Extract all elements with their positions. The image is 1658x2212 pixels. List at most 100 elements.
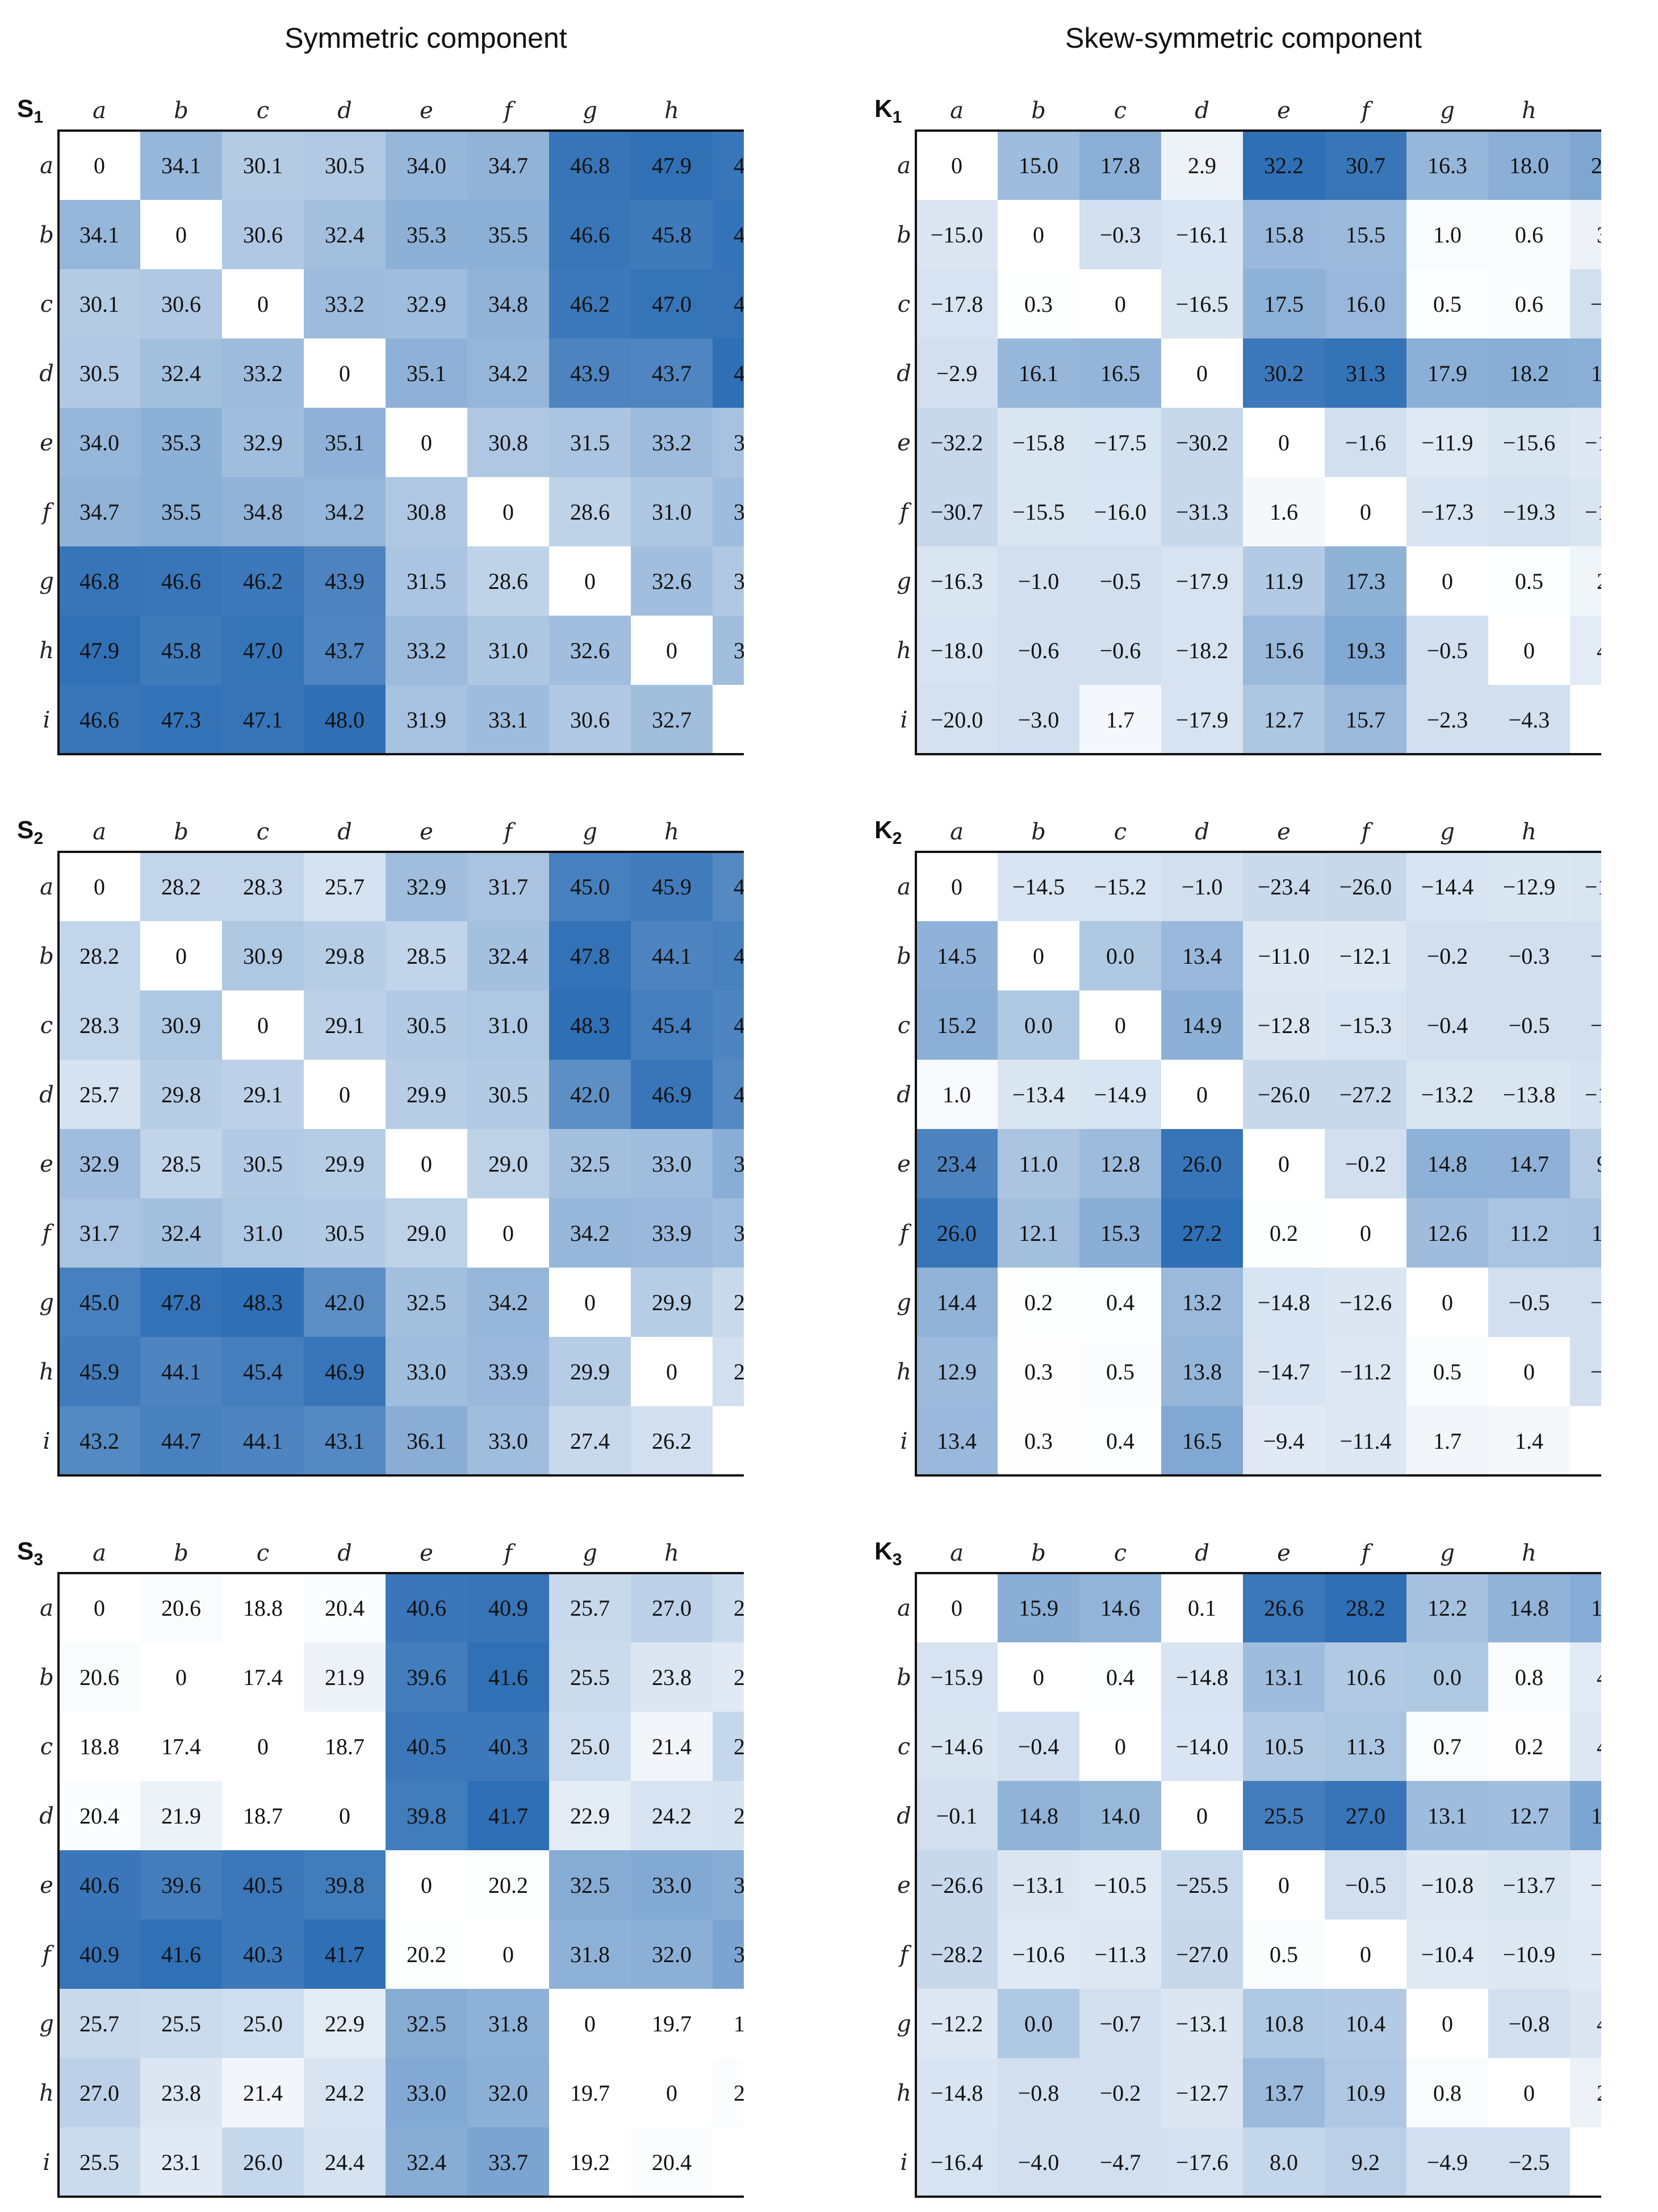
cell-value: 25.0 (570, 1734, 610, 1759)
cell-value: 31.7 (488, 874, 528, 900)
cell-value: 23.1 (161, 2150, 201, 2175)
cell-value: 35.5 (488, 222, 528, 248)
cell-value: 15.7 (1346, 707, 1385, 733)
heatmap-cell (1079, 2127, 1162, 2197)
cell-value: 18.2 (1509, 361, 1549, 386)
heatmap-cell (467, 1337, 550, 1407)
cell-value: 0.7 (1433, 1734, 1462, 1759)
heatmap-cell (222, 1712, 304, 1782)
cell-value: 28.2 (79, 943, 119, 969)
cell-value: −4.3 (1509, 707, 1550, 733)
cell-value: 48.3 (570, 1013, 610, 1038)
heatmap-cell (1488, 1989, 1571, 2059)
cell-value: 23.4 (937, 1151, 977, 1177)
heatmap-cell (1079, 1129, 1162, 1199)
heatmap-cell (713, 685, 744, 755)
cell-value: 0 (666, 1359, 677, 1385)
heatmap-cell (304, 1268, 386, 1337)
cell-value: −20.0 (931, 707, 983, 733)
heatmap-cell (1325, 1268, 1407, 1337)
cell-value: 0.3 (1024, 1359, 1053, 1385)
heatmap-cell (304, 338, 386, 408)
column-label: a (93, 819, 106, 845)
heatmap-svg: S3abcdefghiabcdefghi020.618.820.440.640.… (17, 1537, 744, 2198)
heatmap-cell (1161, 1406, 1244, 1476)
heatmap-cell (1079, 852, 1162, 922)
column-label: b (1031, 1540, 1046, 1566)
matrix-label: S2 (17, 816, 43, 848)
heatmap-cell (467, 990, 550, 1060)
heatmap-cell (631, 2058, 713, 2128)
cell-value: 16.5 (1182, 1428, 1222, 1454)
cell-value: 48.0 (325, 707, 365, 733)
cell-value: 25.7 (79, 1082, 119, 1107)
heatmap-cell (467, 1989, 550, 2059)
cell-value: 0.4 (1106, 1290, 1134, 1315)
cell-value: 30.5 (243, 1151, 283, 1177)
column-label: c (1114, 1540, 1127, 1566)
heatmap-cell (1079, 990, 1162, 1060)
heatmap-cell (222, 200, 304, 270)
heatmap-cell (1079, 546, 1162, 616)
heatmap-cell (1325, 200, 1407, 270)
cell-value: 46.6 (161, 568, 201, 594)
heatmap-cell (631, 408, 713, 478)
cell-value: −17.9 (1176, 707, 1229, 733)
heatmap-cell (1406, 990, 1489, 1060)
cell-value: 0 (1360, 1220, 1371, 1246)
cell-value: 0 (94, 153, 105, 178)
cell-value: 45.9 (79, 1359, 119, 1385)
cell-value: −17.8 (931, 291, 983, 317)
heatmap-cell (1488, 990, 1571, 1060)
heatmap-cell (467, 2127, 550, 2197)
row-label: f (41, 499, 55, 525)
cell-value: 21.9 (325, 1665, 365, 1690)
cell-value: 17.3 (1346, 568, 1385, 594)
heatmap-cell (1243, 852, 1325, 922)
heatmap-cell (1570, 1920, 1601, 1989)
heatmap-cell (549, 1573, 631, 1643)
cell-value: 31.3 (1346, 361, 1385, 386)
heatmap-cell (1488, 2058, 1571, 2128)
cell-value: 29.1 (325, 1013, 365, 1038)
cell-value: 12.6 (1427, 1220, 1467, 1246)
heatmap-cell (549, 1406, 631, 1476)
heatmap-cell (713, 990, 744, 1060)
row-label: g (897, 568, 911, 595)
heatmap-cell (916, 2127, 998, 2197)
cell-value: 14.8 (1509, 1595, 1549, 1621)
heatmap-cell (1161, 1850, 1244, 1920)
cell-value: 29.9 (652, 1290, 692, 1315)
heatmap-cell (549, 1060, 631, 1130)
heatmap-cell (140, 1573, 223, 1643)
cell-value: 19.3 (1346, 638, 1385, 663)
heatmap-cell (222, 1850, 304, 1920)
cell-value: −23.4 (1258, 874, 1311, 900)
heatmap-cell (1079, 131, 1162, 200)
heatmap-cell (58, 477, 141, 547)
cell-value: 4.3 (1597, 638, 1601, 663)
heatmap-cell (386, 408, 468, 478)
cell-value: 0 (1278, 1151, 1289, 1177)
heatmap-cell (58, 1642, 141, 1712)
cell-value: 1.0 (943, 1082, 971, 1107)
heatmap-cell (1325, 921, 1407, 991)
cell-value: 0 (951, 874, 962, 900)
heatmap-cell (1079, 685, 1162, 755)
cell-value: −12.1 (1339, 943, 1392, 969)
heatmap-cell (713, 852, 744, 922)
cell-value: −0.2 (1427, 943, 1468, 969)
column-label: d (1195, 1540, 1209, 1566)
cell-value: 0 (421, 1872, 432, 1898)
heatmap-cell (304, 200, 386, 270)
cell-value: 48.3 (243, 1290, 283, 1315)
cell-value: 11.0 (1019, 1151, 1058, 1177)
heatmap-cell (998, 1712, 1080, 1782)
heatmap-cell (916, 1337, 998, 1407)
cell-value: 0 (1115, 1013, 1126, 1038)
row-label: h (897, 2080, 911, 2106)
column-label: b (174, 819, 189, 845)
heatmap-cell (549, 546, 631, 616)
heatmap-cell (1570, 1268, 1601, 1337)
cell-value: 0 (175, 943, 187, 969)
